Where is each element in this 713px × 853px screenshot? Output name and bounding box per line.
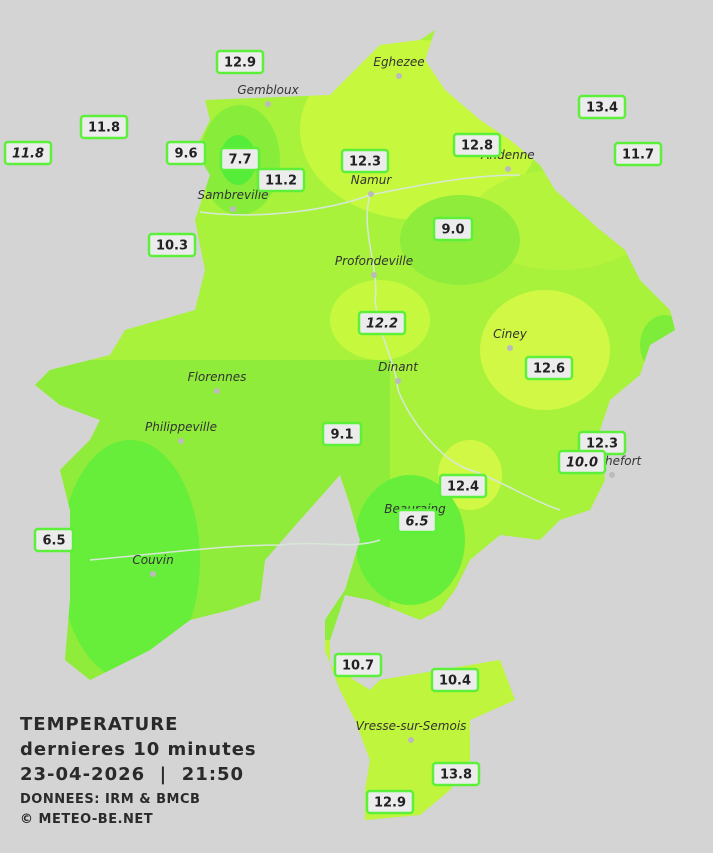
station-box	[219, 146, 261, 172]
station-value: 10.7	[342, 659, 374, 674]
station-value: 6.5	[405, 515, 428, 530]
town-dot	[395, 378, 401, 384]
station-value: 11.8	[12, 147, 44, 162]
station-box	[431, 761, 481, 787]
station-value: 11.2	[265, 174, 297, 189]
caption-datetime: 23-04-2026 | 21:50	[20, 764, 244, 785]
station-box	[321, 421, 363, 447]
town-label: Philippeville	[145, 420, 217, 434]
town-label: Eghezee	[373, 55, 424, 69]
station-box	[147, 232, 197, 258]
station-value: 9.0	[441, 223, 464, 238]
station-value: 12.8	[461, 139, 493, 154]
station-box	[357, 310, 407, 336]
station-box	[452, 132, 502, 158]
station-box	[524, 355, 574, 381]
caption-source: DONNEES: IRM & BMCB	[20, 792, 200, 807]
station-box	[577, 94, 627, 120]
stations: 12.9 11.8 11.8 9.6 7.7 11.2 12.3 12.8 13.4 11.7 9.…	[3, 49, 663, 815]
town-dot	[265, 101, 271, 107]
town-label: Sambreville	[197, 188, 268, 202]
town-dot	[396, 73, 402, 79]
station-box	[438, 473, 488, 499]
station-value: 9.1	[330, 428, 353, 443]
town-label: Profondeville	[335, 254, 413, 268]
station-value: 11.8	[88, 121, 120, 136]
station-value: 13.4	[586, 101, 618, 116]
caption-copyright: © METEO-BE.NET	[20, 812, 153, 827]
station-value: 12.9	[374, 796, 406, 811]
station-value: 12.6	[533, 362, 565, 377]
station-box	[613, 141, 663, 167]
town-dot	[507, 345, 513, 351]
station-value: 10.0	[566, 456, 598, 471]
station-box	[3, 140, 53, 166]
station-value: 12.9	[224, 56, 256, 71]
station-box	[165, 140, 207, 166]
station-box	[557, 449, 607, 475]
town-label: Dinant	[378, 360, 419, 374]
station-box	[333, 652, 383, 678]
station-box	[432, 216, 474, 242]
station-box	[215, 49, 265, 75]
station-box	[79, 114, 129, 140]
town-label: Vresse-sur-Semois	[356, 719, 467, 733]
station-value: 12.3	[586, 437, 618, 452]
caption-subtitle: dernieres 10 minutes	[20, 739, 257, 760]
station-value: 7.7	[228, 153, 251, 168]
town-label: Couvin	[132, 553, 173, 567]
station-value: 6.5	[42, 534, 65, 549]
station-box	[396, 508, 438, 534]
station-box	[365, 789, 415, 815]
town-dot	[505, 166, 511, 172]
town-dot	[609, 472, 615, 478]
station-value: 12.3	[349, 155, 381, 170]
town-dot	[408, 737, 414, 743]
station-value: 10.3	[156, 239, 188, 254]
town-dot	[371, 272, 377, 278]
town-label: Gembloux	[237, 83, 299, 97]
station-box	[340, 148, 390, 174]
station-box	[33, 527, 75, 553]
town-label: Ciney	[493, 327, 528, 341]
town-dot	[368, 191, 374, 197]
station-box	[256, 167, 306, 193]
station-value: 11.7	[622, 148, 654, 163]
town-dot	[230, 206, 236, 212]
station-box	[430, 667, 480, 693]
station-value: 13.8	[440, 768, 472, 783]
town-label: Namur	[351, 173, 393, 187]
station-value: 9.6	[174, 147, 197, 162]
station-value: 10.4	[439, 674, 471, 689]
town-dot	[178, 438, 184, 444]
town-label: Florennes	[188, 370, 247, 384]
caption-title: TEMPERATURE	[20, 714, 178, 735]
station-value: 12.2	[366, 317, 398, 332]
town-dot	[150, 571, 156, 577]
town-dot	[214, 388, 220, 394]
station-value: 12.4	[447, 480, 479, 495]
